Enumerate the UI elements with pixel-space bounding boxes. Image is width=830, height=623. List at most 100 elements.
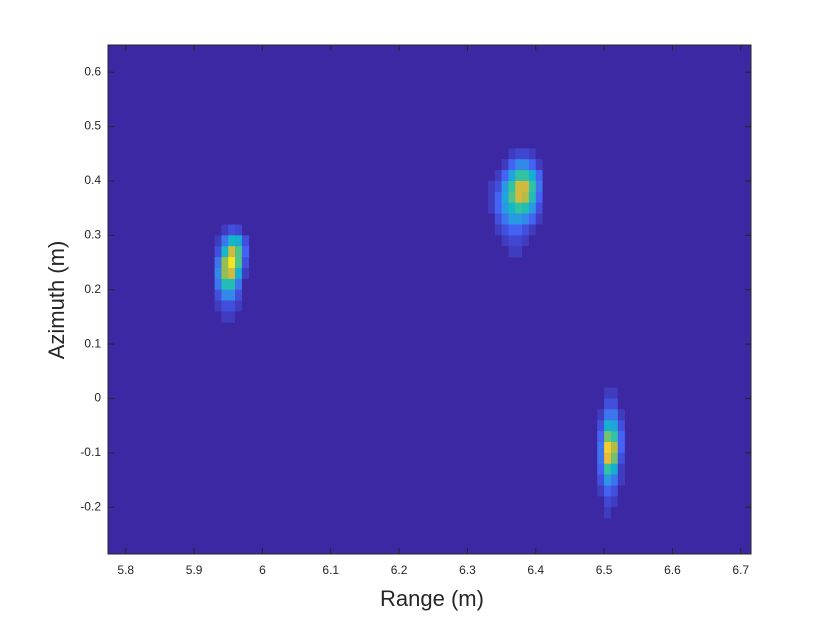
heatmap-cell — [494, 159, 502, 171]
heatmap-cell — [228, 257, 236, 269]
heatmap-cell — [515, 159, 523, 171]
heatmap-cell — [508, 202, 516, 214]
heatmap-cell — [528, 148, 537, 160]
heatmap-cell — [604, 398, 612, 410]
heatmap-cell — [221, 235, 229, 247]
y-tick-label: 0.2 — [84, 282, 101, 296]
y-tick-label: -0.2 — [80, 499, 101, 513]
heatmap-cell — [604, 507, 612, 519]
heatmap-cell — [535, 159, 543, 171]
y-tick-label: 0.3 — [84, 228, 101, 242]
heatmap-cell — [617, 485, 625, 497]
heatmap-cell — [494, 191, 502, 204]
heatmap-cell — [235, 235, 243, 247]
heatmap-cell — [610, 474, 619, 486]
heatmap-cell — [501, 224, 509, 236]
heatmap-cell — [528, 246, 537, 258]
heatmap-cell — [597, 398, 605, 410]
heatmap-cell — [542, 202, 550, 214]
y-tick-label: -0.1 — [80, 445, 101, 459]
heatmap-cell — [617, 496, 625, 508]
heatmap-cell — [241, 278, 250, 291]
heatmap-cell — [508, 224, 516, 236]
axes: 5.8 5.9 6 6.1 6.2 6.3 6.4 6.5 6.6 6.7 -0.2 -0.1 0 0.1… — [80, 44, 752, 577]
heatmap-cell — [515, 180, 523, 193]
heatmap-cell — [522, 235, 530, 247]
heatmap-cell — [542, 180, 550, 193]
heatmap-cell — [508, 213, 516, 225]
heatmap-cell — [501, 148, 509, 160]
heatmap-cell — [522, 224, 530, 236]
heatmap-cell — [604, 409, 612, 421]
heatmap-cell — [494, 235, 502, 247]
heatmap-cell — [221, 278, 229, 291]
heatmap-cell — [617, 398, 625, 410]
heatmap-cell — [221, 311, 229, 323]
heatmap-cell — [515, 224, 523, 236]
heatmap-cell — [214, 311, 222, 323]
heatmap-cell — [241, 246, 250, 258]
heatmap-cell — [617, 474, 625, 486]
heatmap-cell — [528, 224, 537, 236]
heatmap-cell — [528, 159, 537, 171]
heatmap-cell — [501, 191, 509, 204]
heatmap-cell — [221, 289, 229, 301]
heatmap-cell — [235, 278, 243, 291]
heatmap-cell — [235, 300, 243, 312]
heatmap-cell — [487, 148, 496, 160]
heatmap-cell — [494, 148, 502, 160]
heatmap-cell — [610, 485, 619, 497]
x-tick-label: 6.4 — [527, 563, 544, 577]
heatmap-cell — [535, 235, 543, 247]
heatmap-cell — [610, 431, 619, 443]
heatmap-cell — [604, 420, 612, 432]
heatmap-cell — [494, 224, 502, 236]
heatmap-cell — [515, 202, 523, 214]
heatmap-cell — [522, 191, 530, 204]
heatmap-cell — [542, 191, 550, 204]
heatmap-cell — [597, 485, 605, 497]
heatmap-cell — [515, 213, 523, 225]
heatmap-cell — [221, 267, 229, 280]
x-axis-label: Range (m) — [380, 586, 484, 611]
heatmap-cell — [501, 246, 509, 258]
heatmap-cell — [542, 213, 550, 225]
heatmap-cell — [522, 202, 530, 214]
heatmap-cell — [214, 278, 222, 291]
x-tick-label: 6.5 — [596, 563, 613, 577]
x-tick-label: 6.3 — [459, 563, 476, 577]
x-tick-label: 6.2 — [391, 563, 408, 577]
heatmap-cell — [604, 474, 612, 486]
heatmap-cell — [597, 463, 605, 475]
heatmap-cell — [487, 235, 496, 247]
heatmap-cell — [221, 224, 229, 236]
heatmap-cell — [617, 431, 625, 443]
y-axis-label: Azimuth (m) — [44, 241, 69, 360]
heatmap-cell — [494, 213, 502, 225]
heatmap-cell — [610, 420, 619, 432]
heatmap-cell — [235, 257, 243, 269]
heatmap-cell — [228, 246, 236, 258]
heatmap-cell — [228, 289, 236, 301]
heatmap-cell — [528, 170, 537, 182]
heatmap-cell — [487, 170, 496, 182]
heatmap-cell — [487, 180, 496, 193]
heatmap-cell — [501, 235, 509, 247]
heatmap-cell — [542, 159, 550, 171]
heatmap-cell — [617, 409, 625, 421]
heatmap-cell — [522, 159, 530, 171]
heatmap-cell — [528, 202, 537, 214]
heatmap-cell — [228, 300, 236, 312]
heatmap-cell — [241, 289, 250, 301]
heatmap-cell — [515, 235, 523, 247]
heatmap-cell — [494, 180, 502, 193]
heatmap-cell — [508, 246, 516, 258]
heatmap-cell — [487, 246, 496, 258]
heatmap-cell — [610, 398, 619, 410]
heatmap-cell — [604, 485, 612, 497]
heatmap-cell — [528, 191, 537, 204]
plot-frame — [107, 44, 752, 555]
heatmap-cell — [508, 159, 516, 171]
heatmap-cell — [610, 496, 619, 508]
